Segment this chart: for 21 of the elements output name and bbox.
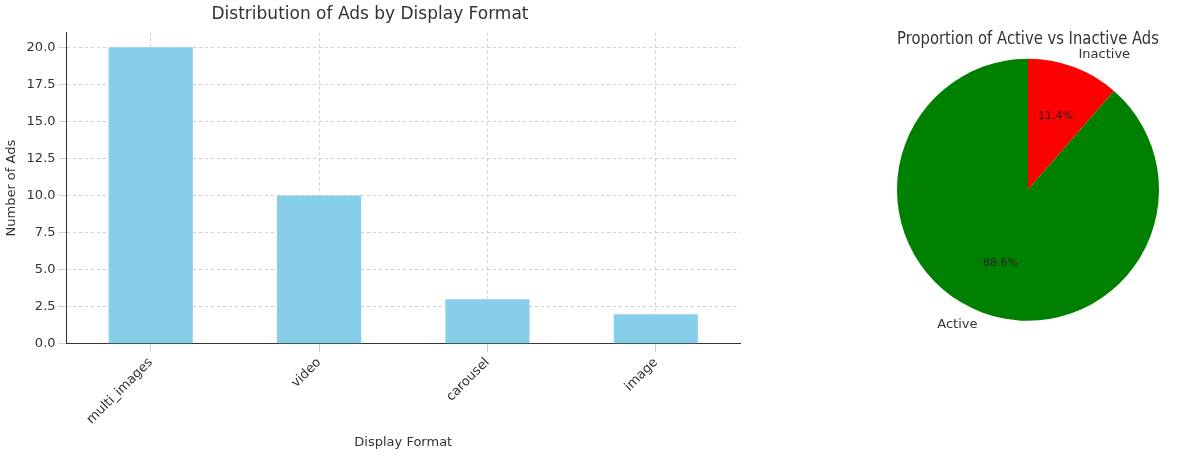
bar (445, 299, 530, 344)
y-tick-label: 7.5 (34, 224, 56, 239)
y-tick-label: 2.5 (34, 298, 56, 314)
slice-label: Inactive (1078, 46, 1131, 62)
slice-label: Active (937, 316, 978, 332)
y-tick-label: 5.0 (34, 261, 56, 277)
bar (108, 47, 193, 344)
data-label: 11.4% (1038, 108, 1074, 122)
chart-title: Proportion of Active vs Inactive Ads (897, 27, 1159, 48)
bar (613, 314, 698, 344)
x-axis-title: Display Format (354, 433, 453, 449)
y-tick-label: 20.0 (26, 38, 56, 54)
bar (277, 195, 362, 344)
y-axis-title: Number of Ads (3, 139, 19, 237)
chart-title: Distribution of Ads by Display Format (211, 2, 529, 23)
y-tick-label: 12.5 (26, 149, 56, 165)
y-tick-label: 17.5 (26, 75, 56, 91)
y-tick-label: 10.0 (26, 186, 56, 202)
y-tick-label: 15.0 (26, 112, 56, 128)
data-label: 88.6% (982, 256, 1018, 270)
y-tick-label: 0.0 (34, 335, 56, 351)
